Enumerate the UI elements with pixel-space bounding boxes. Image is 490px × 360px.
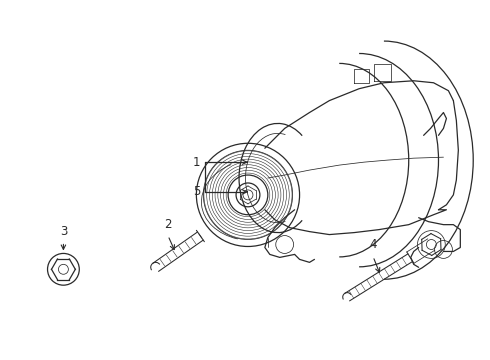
Text: 3: 3 [60,225,67,238]
Text: 5: 5 [193,185,200,198]
Text: 1: 1 [193,156,200,168]
Text: 4: 4 [369,238,377,251]
Text: 2: 2 [164,219,171,231]
